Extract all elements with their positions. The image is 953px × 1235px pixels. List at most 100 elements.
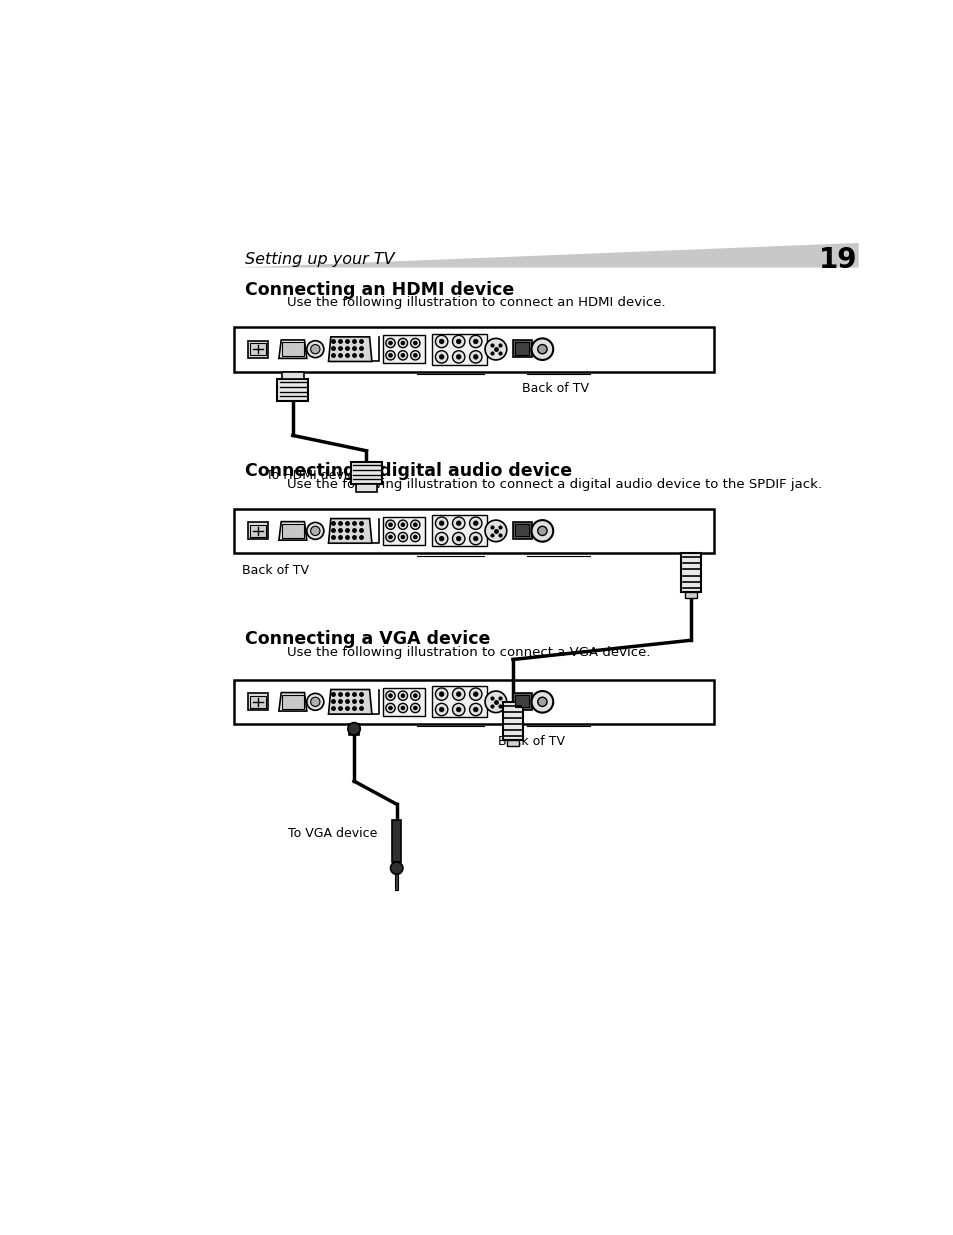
Bar	[432, 687, 486, 718]
Circle shape	[400, 706, 404, 710]
Circle shape	[435, 336, 447, 347]
Bar	[250, 343, 266, 356]
Circle shape	[307, 341, 323, 358]
Circle shape	[410, 692, 419, 700]
Circle shape	[397, 351, 407, 359]
Polygon shape	[239, 243, 858, 268]
Text: Use the following illustration to connect a VGA device.: Use the following illustration to connec…	[286, 646, 649, 658]
Circle shape	[456, 340, 460, 343]
Circle shape	[469, 704, 481, 716]
Bar	[233, 509, 714, 553]
Bar	[506, 740, 518, 746]
Circle shape	[452, 532, 464, 545]
Circle shape	[410, 338, 419, 347]
Bar	[250, 695, 266, 708]
Bar	[277, 379, 308, 401]
Circle shape	[452, 336, 464, 347]
Circle shape	[456, 692, 460, 697]
Circle shape	[473, 708, 477, 711]
Circle shape	[311, 345, 319, 353]
Circle shape	[385, 692, 395, 700]
Polygon shape	[278, 693, 307, 711]
Circle shape	[435, 704, 447, 716]
Bar	[432, 515, 486, 546]
Circle shape	[348, 722, 360, 735]
Circle shape	[469, 351, 481, 363]
Circle shape	[484, 520, 506, 542]
Circle shape	[311, 526, 319, 536]
Circle shape	[531, 520, 553, 542]
Circle shape	[473, 536, 477, 541]
Bar	[382, 517, 424, 545]
Circle shape	[469, 336, 481, 347]
Circle shape	[397, 532, 407, 542]
Circle shape	[413, 535, 416, 538]
Text: Connecting a digital audio device: Connecting a digital audio device	[245, 462, 572, 480]
Circle shape	[484, 338, 506, 359]
Circle shape	[435, 688, 447, 700]
Text: 19: 19	[819, 246, 857, 274]
Circle shape	[439, 354, 443, 359]
Circle shape	[388, 353, 392, 357]
Bar	[684, 592, 697, 598]
Circle shape	[456, 536, 460, 541]
Bar	[515, 342, 529, 354]
Circle shape	[413, 341, 416, 345]
Bar	[395, 874, 397, 889]
Circle shape	[397, 338, 407, 347]
Circle shape	[439, 692, 443, 697]
Circle shape	[413, 353, 416, 357]
Circle shape	[439, 521, 443, 526]
Circle shape	[388, 341, 392, 345]
Circle shape	[473, 340, 477, 343]
Circle shape	[410, 704, 419, 713]
Bar	[351, 462, 381, 484]
Bar	[248, 522, 268, 540]
Circle shape	[452, 704, 464, 716]
Circle shape	[537, 698, 546, 706]
Circle shape	[385, 532, 395, 542]
Text: To digital audio device: To digital audio device	[389, 710, 529, 722]
Bar	[382, 336, 424, 363]
Bar	[432, 333, 486, 364]
Text: Back of TV: Back of TV	[521, 383, 589, 395]
Bar	[250, 525, 266, 537]
Polygon shape	[328, 519, 372, 543]
Bar	[513, 693, 531, 710]
Circle shape	[531, 338, 553, 359]
Circle shape	[456, 708, 460, 711]
Circle shape	[307, 522, 323, 540]
Circle shape	[410, 532, 419, 542]
Circle shape	[456, 521, 460, 526]
Circle shape	[397, 692, 407, 700]
Circle shape	[439, 340, 443, 343]
Circle shape	[385, 704, 395, 713]
Circle shape	[413, 522, 416, 526]
Circle shape	[531, 692, 553, 713]
Circle shape	[413, 706, 416, 710]
Circle shape	[484, 692, 506, 713]
Bar	[282, 372, 303, 379]
Circle shape	[400, 535, 404, 538]
Circle shape	[307, 693, 323, 710]
Text: Use the following illustration to connect an HDMI device.: Use the following illustration to connec…	[286, 296, 664, 309]
Bar	[513, 521, 531, 538]
Circle shape	[435, 351, 447, 363]
Circle shape	[410, 520, 419, 530]
Circle shape	[473, 521, 477, 526]
Circle shape	[400, 353, 404, 357]
Circle shape	[452, 688, 464, 700]
Circle shape	[537, 526, 546, 536]
Bar	[515, 695, 529, 708]
Circle shape	[388, 694, 392, 698]
Bar	[355, 484, 377, 492]
Circle shape	[385, 351, 395, 359]
Circle shape	[400, 341, 404, 345]
Bar	[282, 524, 303, 537]
Text: Connecting a VGA device: Connecting a VGA device	[245, 630, 490, 648]
Bar	[233, 327, 714, 372]
Circle shape	[439, 708, 443, 711]
Text: To HDMI device: To HDMI device	[266, 468, 361, 482]
Circle shape	[452, 351, 464, 363]
Circle shape	[456, 354, 460, 359]
